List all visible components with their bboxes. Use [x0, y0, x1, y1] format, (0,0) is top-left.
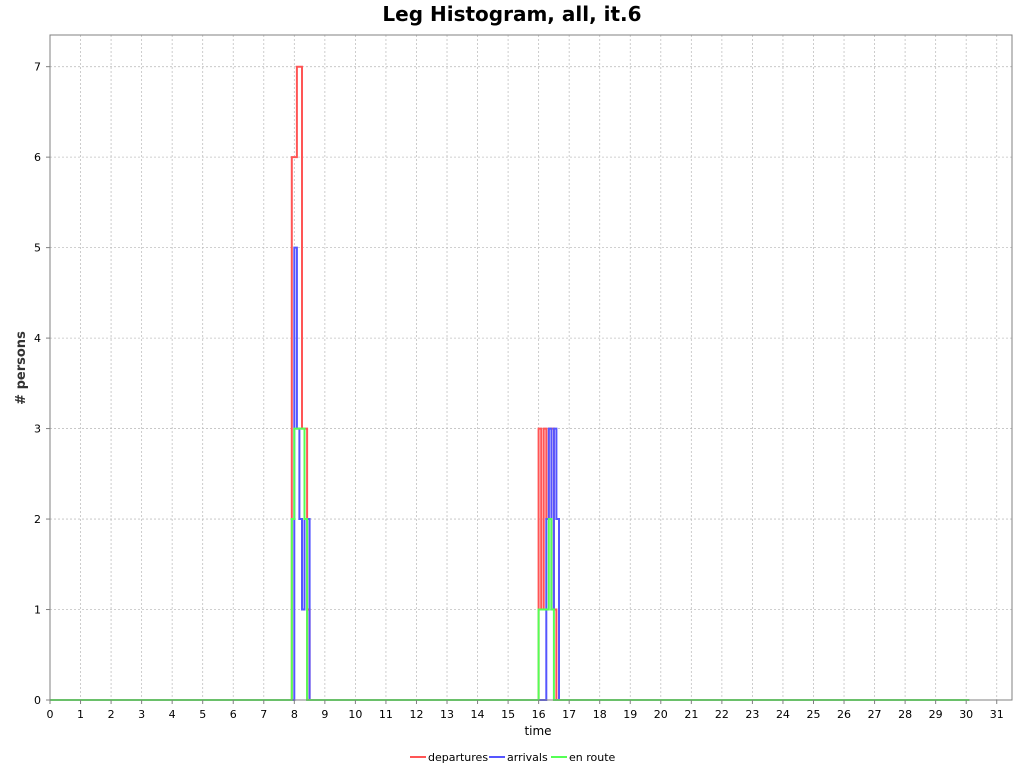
- x-tick-label: 20: [654, 708, 668, 721]
- x-tick-label: 19: [623, 708, 637, 721]
- legend-label-arrivals: arrivals: [507, 751, 548, 764]
- x-tick-label: 8: [291, 708, 298, 721]
- x-tick-label: 3: [138, 708, 145, 721]
- y-tick-label: 5: [34, 242, 41, 255]
- x-tick-label: 21: [684, 708, 698, 721]
- x-tick-label: 2: [108, 708, 115, 721]
- x-tick-label: 28: [898, 708, 912, 721]
- x-tick-label: 25: [806, 708, 820, 721]
- plot-background: [50, 35, 1012, 700]
- y-axis-label: # persons: [14, 331, 29, 405]
- legend: departures arrivals en route: [410, 751, 616, 764]
- y-tick-label: 1: [34, 604, 41, 617]
- x-tick-label: 12: [409, 708, 423, 721]
- y-tick-label: 0: [34, 694, 41, 707]
- chart-title: Leg Histogram, all, it.6: [382, 2, 642, 26]
- plot-area: [50, 35, 1012, 700]
- x-tick-label: 16: [532, 708, 546, 721]
- x-tick-label: 15: [501, 708, 515, 721]
- x-tick-label: 29: [929, 708, 943, 721]
- y-tick-label: 2: [34, 513, 41, 526]
- x-axis-label: time: [524, 724, 551, 738]
- x-tick-label: 0: [47, 708, 54, 721]
- y-tick-label: 3: [34, 423, 41, 436]
- x-tick-label: 1: [77, 708, 84, 721]
- x-tick-label: 11: [379, 708, 393, 721]
- x-tick-label: 10: [348, 708, 362, 721]
- x-tick-label: 13: [440, 708, 454, 721]
- y-tick-label: 4: [34, 332, 41, 345]
- plot-border: [49, 34, 1013, 701]
- x-tick-label: 18: [593, 708, 607, 721]
- x-tick-label: 14: [471, 708, 485, 721]
- x-tick-label: 27: [868, 708, 882, 721]
- legend-label-en-route: en route: [569, 751, 616, 764]
- x-tick-label: 6: [230, 708, 237, 721]
- x-tick-label: 4: [169, 708, 176, 721]
- x-tick-label: 23: [745, 708, 759, 721]
- x-tick-label: 17: [562, 708, 576, 721]
- x-tick-label: 7: [260, 708, 267, 721]
- x-tick-label: 30: [959, 708, 973, 721]
- x-tick-label: 26: [837, 708, 851, 721]
- y-tick-label: 6: [34, 151, 41, 164]
- x-tick-label: 9: [321, 708, 328, 721]
- x-tick-label: 22: [715, 708, 729, 721]
- x-tick-label: 31: [990, 708, 1004, 721]
- axes: 0 1 2 3 4 5 6 7 8 9 10 11 12 13 14 15 16 17 18 19 20 21 22 23 24…: [14, 34, 1013, 738]
- x-tick-label: 24: [776, 708, 790, 721]
- y-tick-label: 7: [34, 61, 41, 74]
- legend-label-departures: departures: [428, 751, 488, 764]
- x-tick-label: 5: [199, 708, 206, 721]
